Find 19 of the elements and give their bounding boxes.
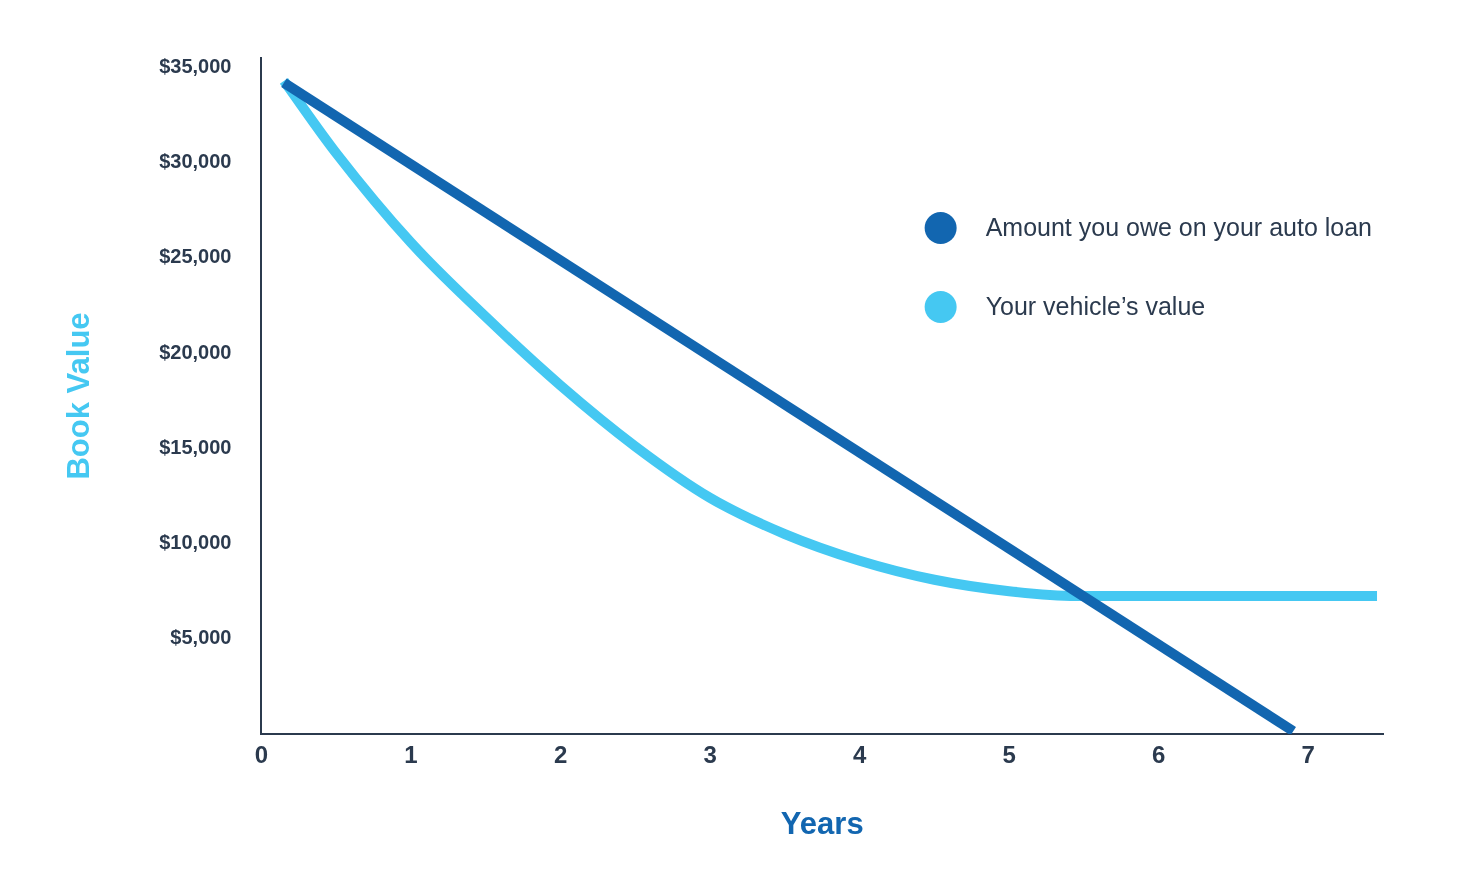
x-tick-label: 5 (1002, 741, 1016, 769)
legend-label: Your vehicle’s value (985, 291, 1206, 320)
x-tick-label: 3 (703, 741, 717, 769)
x-tick-label: 6 (1152, 741, 1166, 769)
x-tick-label: 2 (553, 741, 568, 769)
x-axis-title: Years (780, 805, 864, 841)
legend-label: Amount you owe on your auto loan (985, 212, 1373, 241)
y-tick-label: $35,000 (159, 55, 232, 78)
y-tick-label: $20,000 (159, 340, 232, 363)
y-axis-title: Book Value (61, 312, 97, 480)
y-tick-label: $5,000 (170, 626, 232, 649)
y-tick-label: $25,000 (159, 245, 232, 268)
x-tick-label: 0 (254, 741, 269, 769)
x-tick-label: 7 (1301, 741, 1315, 769)
y-tick-label: $15,000 (159, 435, 232, 458)
x-tick-label: 4 (852, 741, 867, 769)
y-tick-label: $30,000 (159, 150, 232, 173)
y-tick-label: $10,000 (159, 531, 232, 554)
x-tick-label: 1 (404, 741, 418, 769)
